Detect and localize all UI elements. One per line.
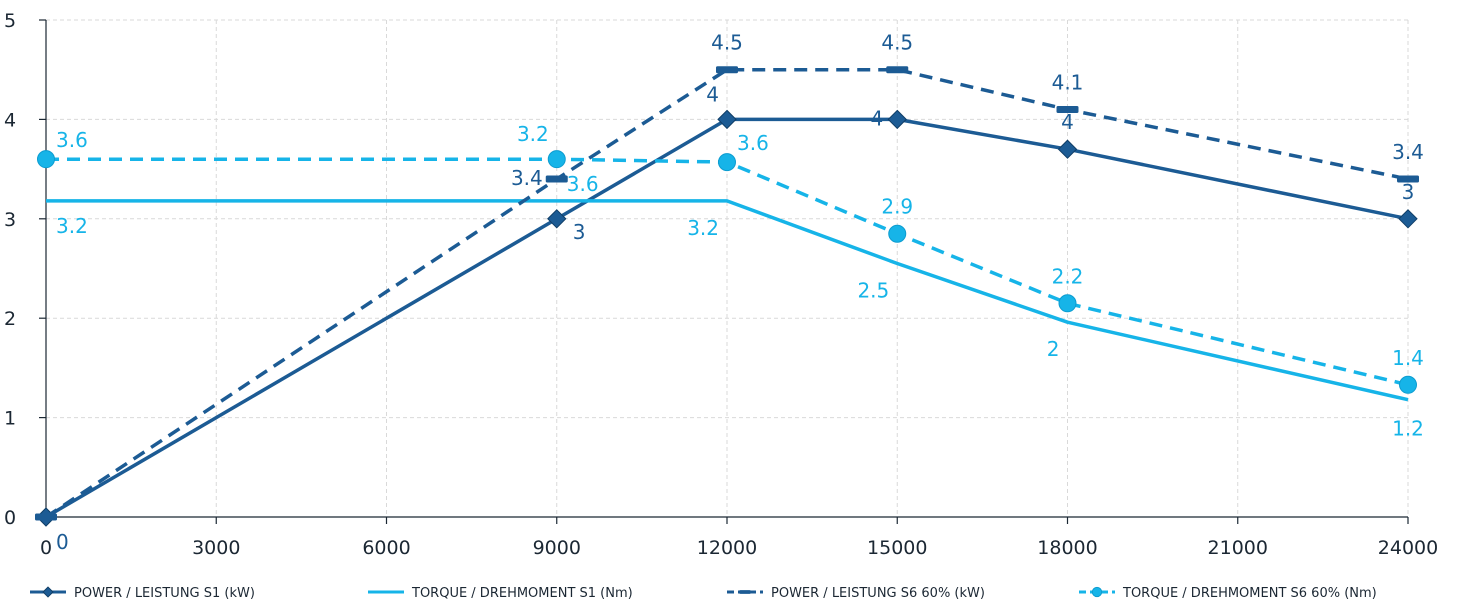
- x-tick-label: 21000: [1208, 537, 1268, 559]
- y-tick-label: 3: [4, 209, 16, 231]
- series-marker-3: [545, 175, 568, 183]
- grid-layer: [46, 19, 1409, 517]
- series-line-4: [46, 157, 1409, 387]
- legend-marker-4: [1091, 586, 1103, 598]
- x-tick-label: 12000: [697, 537, 757, 559]
- series-marker-1: [547, 209, 567, 229]
- x-tick-label: 24000: [1378, 537, 1438, 559]
- data-label: 1.2: [1392, 417, 1424, 441]
- data-label: 3.4: [511, 166, 543, 190]
- x-tick-label: 18000: [1037, 537, 1097, 559]
- legend-marker-3: [738, 590, 752, 594]
- legend-label: TORQUE / DREHMOMENT S6 60% (Nm): [1122, 586, 1377, 601]
- series-marker-4: [1399, 375, 1417, 394]
- data-label: 2: [1047, 337, 1060, 361]
- data-label: 3: [573, 220, 586, 244]
- series-line-1: [45, 117, 1409, 519]
- series-marker-4: [547, 150, 566, 169]
- series-marker-3: [1397, 175, 1419, 183]
- data-label: 4.1: [1052, 70, 1084, 94]
- legend-marker-1: [42, 586, 54, 598]
- data-label: 3.2: [56, 214, 88, 238]
- legend-label: POWER / LEISTUNG S6 60% (kW): [771, 586, 985, 601]
- series-marker-4: [37, 150, 55, 169]
- data-label: 4: [706, 82, 719, 106]
- data-label: 2.5: [857, 279, 889, 303]
- data-label: 3.6: [56, 128, 88, 152]
- series-marker-4: [888, 224, 907, 243]
- data-label: 2.9: [881, 195, 913, 219]
- series-marker-1: [1057, 139, 1078, 159]
- series-marker-1: [887, 109, 907, 130]
- series-marker-4: [1058, 294, 1077, 313]
- x-tick-label: 0: [40, 537, 52, 559]
- x-tick-label: 6000: [362, 537, 410, 559]
- data-label: 4.5: [711, 31, 743, 55]
- legend-label: TORQUE / DREHMOMENT S1 (Nm): [411, 586, 633, 601]
- data-label: 1.4: [1392, 346, 1424, 370]
- data-label: 3.2: [687, 216, 719, 240]
- series-marker-1: [1398, 209, 1418, 229]
- series-marker-3: [886, 66, 909, 74]
- series-line-2: [46, 199, 1409, 402]
- data-label: 2.2: [1052, 264, 1084, 288]
- data-label: 3.6: [737, 131, 769, 155]
- axis-layer: 0 3000 6000 9000 12000 15000 18000 21000 24000 0 1…: [4, 10, 1438, 559]
- series-marker-3: [716, 66, 738, 74]
- series-marker-1: [717, 109, 737, 130]
- data-label: 0: [56, 530, 69, 554]
- data-label: 3.4: [1392, 140, 1424, 164]
- data-label: 3.6: [567, 172, 599, 196]
- series-marker-4: [718, 153, 736, 172]
- data-label: 3.2: [517, 122, 549, 146]
- y-tick-label: 5: [4, 10, 16, 32]
- series-line-3: [45, 67, 1409, 519]
- x-tick-label: 15000: [867, 537, 927, 559]
- x-tick-label: 9000: [533, 537, 581, 559]
- data-label-layer: 0 3 4 4 4 3 3.2 3.2 2.5 2 1.2 3.4 4.5 4.5 4.1 3.4 3.6 3.2…: [56, 31, 1424, 554]
- data-label: 4: [871, 106, 884, 130]
- series-layer: [35, 66, 1419, 527]
- y-tick-label: 1: [4, 408, 16, 430]
- y-tick-label: 0: [4, 507, 16, 529]
- legend-label: POWER / LEISTUNG S1 (kW): [74, 586, 255, 601]
- y-tick-label: 4: [4, 109, 16, 131]
- series-marker-3: [35, 513, 57, 521]
- data-label: 4: [1061, 110, 1074, 134]
- data-label: 3: [1402, 180, 1415, 204]
- x-tick-label: 3000: [192, 537, 240, 559]
- legend: POWER / LEISTUNG S1 (kW) TORQUE / DREHMOM…: [30, 586, 1377, 601]
- data-label: 4.5: [881, 31, 913, 55]
- series-marker-3: [1056, 105, 1079, 113]
- y-tick-label: 2: [4, 308, 16, 330]
